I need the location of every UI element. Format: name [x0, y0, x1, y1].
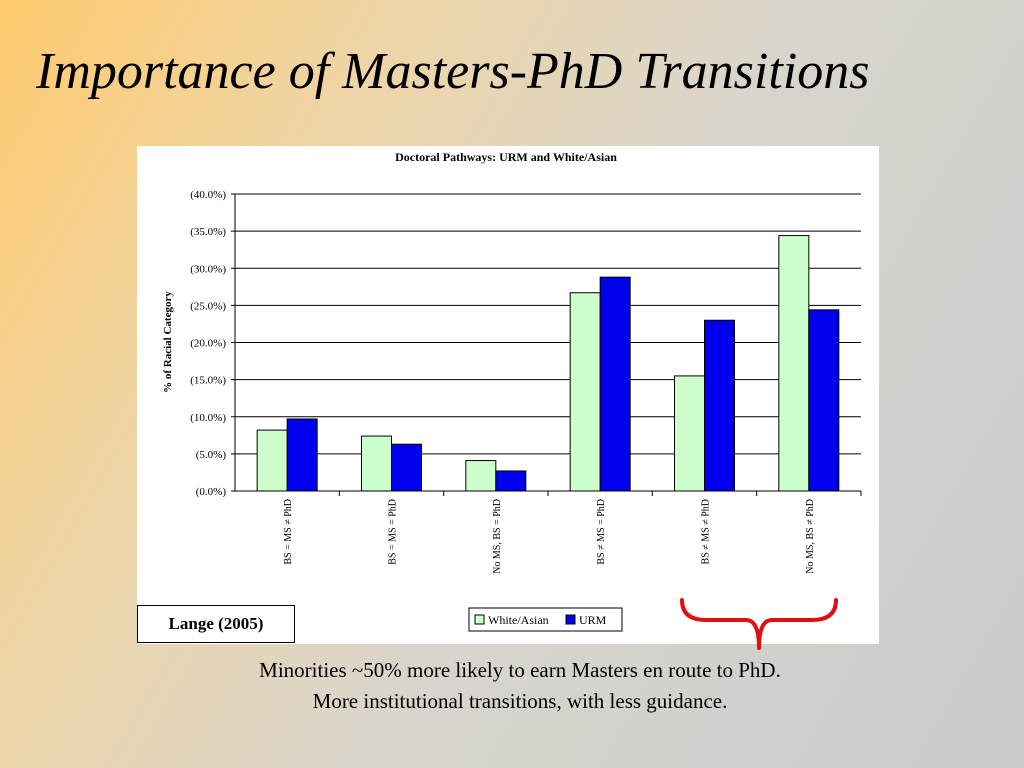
- chart-title: Doctoral Pathways: URM and White/Asian: [395, 150, 617, 164]
- legend-swatch: [565, 614, 576, 625]
- x-tick-labels: BS = MS ≠ PhD BS = MS = PhD No MS, BS = Ph…: [283, 499, 816, 574]
- axes: [231, 193, 862, 496]
- x-tick-label: BS = MS = PhD: [388, 499, 399, 565]
- y-tick-label: (30.0%): [190, 263, 226, 275]
- bar-white-asian: [778, 235, 810, 492]
- bar-urm: [599, 276, 631, 492]
- bar-urm: [391, 443, 422, 492]
- legend-label: White/Asian: [488, 613, 549, 627]
- y-tick-label: (5.0%): [196, 449, 227, 461]
- chart-panel: Doctoral Pathways: URM and White/Asian (…: [137, 146, 879, 644]
- slide-title: Importance of Masters-PhD Transitions: [36, 43, 870, 100]
- y-tick-label: (25.0%): [190, 300, 226, 312]
- bar-urm: [495, 470, 527, 492]
- legend: White/Asian URM: [468, 607, 623, 632]
- x-tick-label: BS = MS ≠ PhD: [283, 499, 294, 565]
- caption-line-2: More institutional transitions, with les…: [312, 689, 728, 713]
- y-tick-label: (35.0%): [190, 226, 226, 238]
- bar-white-asian: [465, 460, 497, 492]
- x-tick-label: BS ≠ MS = PhD: [596, 499, 607, 565]
- bar-urm: [704, 319, 735, 492]
- y-tick-label: (15.0%): [190, 375, 226, 387]
- legend-label: URM: [579, 613, 607, 627]
- bar-white-asian: [569, 292, 601, 492]
- bar-chart: Doctoral Pathways: URM and White/Asian (…: [162, 150, 862, 632]
- legend-frame: [468, 607, 623, 632]
- y-tick-label: (10.0%): [190, 412, 226, 424]
- gridlines: [235, 193, 861, 455]
- legend-swatch: [474, 614, 485, 625]
- bar-white-asian: [674, 375, 705, 492]
- y-tick-labels: (0.0%) (5.0%) (10.0%) (15.0%) (20.0%) (25.0%)…: [190, 189, 226, 498]
- bar-white-asian: [256, 429, 288, 492]
- x-tick-label: BS ≠ MS ≠ PhD: [701, 499, 712, 564]
- bar-urm: [286, 418, 318, 492]
- citation-box: Lange (2005): [137, 605, 295, 643]
- bar-urm: [808, 309, 840, 492]
- y-tick-label: (0.0%): [196, 486, 227, 498]
- bar-white-asian: [361, 435, 392, 492]
- x-tick-label: No MS, BS = PhD: [492, 499, 503, 574]
- y-tick-label: (20.0%): [190, 338, 226, 350]
- y-tick-label: (40.0%): [190, 189, 226, 201]
- y-axis-title: % of Racial Category: [162, 291, 174, 393]
- caption-line-1: Minorities ~50% more likely to earn Mast…: [259, 658, 781, 682]
- bars: [256, 235, 840, 492]
- x-tick-label: No MS, BS ≠ PhD: [805, 499, 816, 574]
- curly-brace-icon: [680, 598, 838, 650]
